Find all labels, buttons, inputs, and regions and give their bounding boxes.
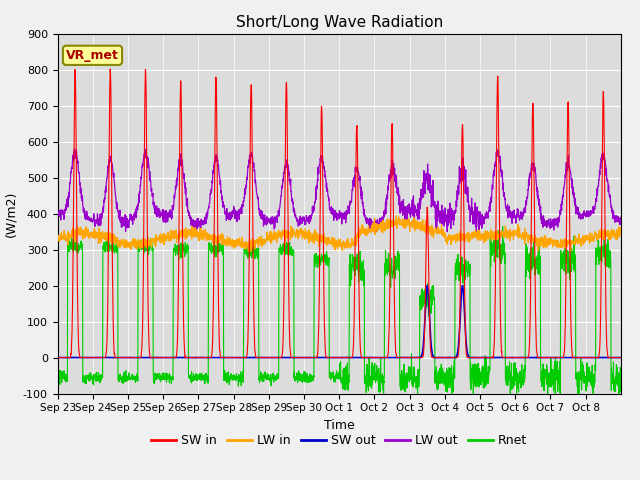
Title: Short/Long Wave Radiation: Short/Long Wave Radiation [236, 15, 443, 30]
Text: VR_met: VR_met [66, 49, 119, 62]
X-axis label: Time: Time [324, 419, 355, 432]
Y-axis label: (W/m2): (W/m2) [4, 191, 17, 237]
Legend: SW in, LW in, SW out, LW out, Rnet: SW in, LW in, SW out, LW out, Rnet [146, 429, 532, 452]
